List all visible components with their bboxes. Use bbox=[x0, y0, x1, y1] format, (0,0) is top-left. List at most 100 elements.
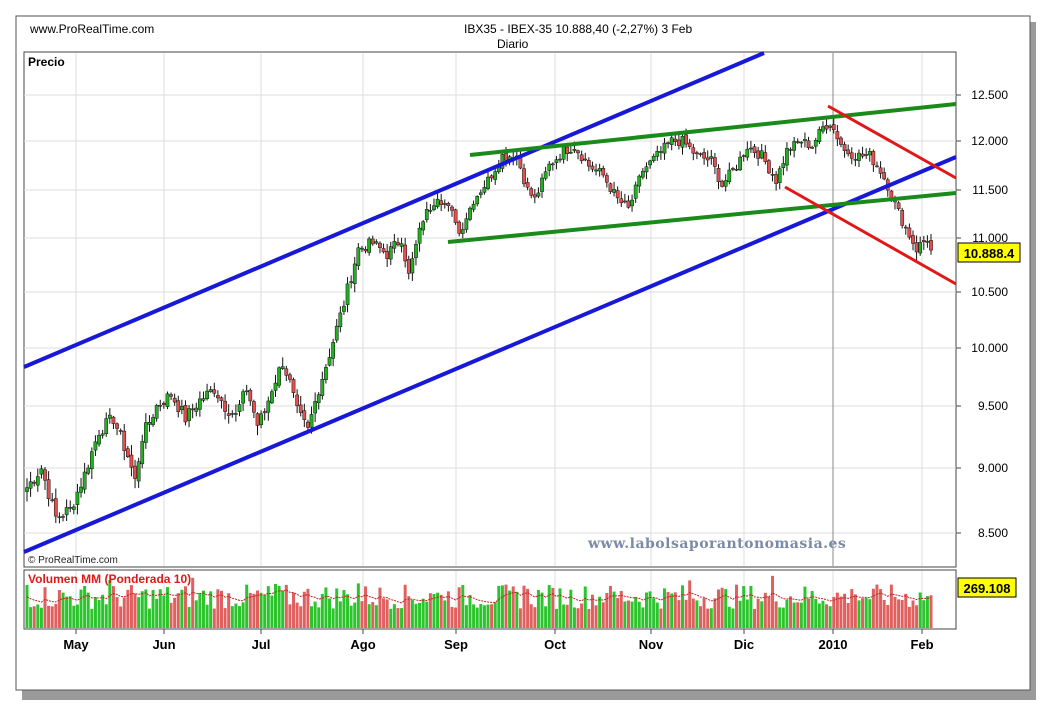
candle-body bbox=[107, 414, 112, 419]
volume-panel: Volumen MM (Ponderada 10) 269.108 bbox=[23, 569, 1017, 630]
volume-bar bbox=[201, 590, 205, 628]
volume-bar bbox=[403, 584, 407, 628]
candle-body bbox=[190, 408, 195, 411]
volume-bar bbox=[288, 604, 292, 628]
volume-bar bbox=[515, 591, 519, 628]
candle-body bbox=[691, 147, 696, 154]
candle-body bbox=[882, 172, 887, 180]
volume-bar bbox=[425, 601, 429, 628]
volume-bar bbox=[583, 586, 587, 628]
volume-bar bbox=[760, 601, 764, 628]
volume-bar bbox=[479, 604, 483, 628]
horizontal-gridlines bbox=[24, 94, 956, 534]
volume-bar bbox=[461, 585, 465, 628]
volume-bar bbox=[230, 606, 234, 628]
volume-bar bbox=[392, 604, 396, 628]
volume-bar bbox=[72, 605, 76, 628]
volume-bar bbox=[299, 606, 303, 628]
volume-bar bbox=[828, 606, 832, 628]
volume-bar bbox=[508, 590, 512, 628]
volume-bar bbox=[248, 592, 252, 628]
candle-body bbox=[399, 243, 404, 247]
candle-body bbox=[713, 157, 717, 167]
candle-body bbox=[324, 366, 328, 381]
candle-body bbox=[695, 152, 699, 155]
candle-body bbox=[104, 418, 109, 434]
candle-body bbox=[306, 421, 310, 428]
candle-body bbox=[216, 395, 220, 399]
volume-bar bbox=[735, 584, 739, 628]
candle-body bbox=[208, 389, 213, 392]
volume-bar bbox=[252, 593, 256, 628]
candle-body bbox=[558, 158, 562, 161]
candle-body bbox=[795, 141, 800, 143]
candle-body bbox=[291, 379, 296, 393]
y-tick-label: 12.000 bbox=[971, 134, 1008, 148]
volume-bar bbox=[738, 600, 742, 628]
volume-bar bbox=[54, 603, 58, 628]
volume-bar bbox=[158, 589, 162, 628]
volume-bar bbox=[662, 588, 666, 628]
candle-body bbox=[821, 126, 825, 132]
volume-bar bbox=[421, 598, 425, 628]
volume-bar bbox=[861, 598, 865, 628]
month-label: Dic bbox=[734, 637, 754, 652]
volume-bar bbox=[670, 593, 674, 628]
volume-bar bbox=[108, 580, 112, 628]
candle-body bbox=[248, 389, 253, 402]
candle-body bbox=[583, 158, 588, 161]
candle-body bbox=[763, 152, 768, 162]
volume-bar bbox=[536, 590, 540, 628]
volume-bar bbox=[68, 596, 72, 628]
candle-body bbox=[532, 194, 537, 198]
candle-body bbox=[738, 156, 742, 171]
volume-bar bbox=[122, 597, 126, 628]
volume-bar bbox=[742, 586, 746, 628]
volume-bar bbox=[468, 594, 472, 628]
volume-bar bbox=[695, 600, 699, 628]
candle-body bbox=[792, 141, 796, 151]
volume-bar bbox=[432, 594, 436, 628]
volume-bar bbox=[572, 607, 576, 628]
candle-body bbox=[162, 402, 166, 405]
candle-body bbox=[612, 189, 616, 193]
volume-bar bbox=[320, 593, 324, 628]
volume-bar bbox=[277, 585, 281, 628]
candle-body bbox=[198, 398, 202, 410]
volume-bar bbox=[472, 604, 476, 628]
candle-body bbox=[540, 177, 544, 192]
candle-body bbox=[687, 142, 692, 147]
candle-body bbox=[774, 174, 778, 184]
volume-bar bbox=[75, 604, 79, 628]
candle-body bbox=[378, 242, 382, 249]
candle-body bbox=[860, 153, 865, 157]
volume-bar bbox=[493, 602, 497, 628]
candle-body bbox=[875, 165, 879, 168]
candle-body bbox=[749, 147, 753, 150]
candle-body bbox=[918, 242, 923, 254]
candle-body bbox=[839, 137, 843, 145]
candle-body bbox=[853, 158, 858, 161]
volume-bar bbox=[407, 596, 411, 628]
instrument-line: IBX35 - IBEX-35 10.888,40 (-2,27%) 3 Feb bbox=[464, 22, 692, 36]
candle-body bbox=[129, 454, 134, 468]
volume-bar bbox=[832, 596, 836, 628]
volume-bar bbox=[637, 601, 641, 628]
x-axis-month-labels: May Jun Jul Ago Sep Oct Nov Dic 2010 Feb bbox=[63, 629, 934, 652]
candle-body bbox=[230, 413, 235, 415]
volume-bar bbox=[227, 593, 231, 628]
candle-body bbox=[252, 401, 256, 413]
volume-bar bbox=[284, 584, 288, 628]
volume-bar bbox=[918, 592, 922, 628]
candle-body bbox=[86, 467, 91, 474]
volume-bar bbox=[526, 588, 530, 628]
candle-body bbox=[673, 138, 678, 142]
volume-bar bbox=[807, 598, 811, 628]
volume-bar bbox=[126, 589, 130, 628]
volume-bar bbox=[396, 608, 400, 628]
candle-body bbox=[767, 160, 771, 174]
month-label: Nov bbox=[639, 637, 664, 652]
volume-bar bbox=[569, 589, 573, 628]
candle-body bbox=[342, 305, 346, 312]
volume-bar bbox=[101, 594, 105, 628]
